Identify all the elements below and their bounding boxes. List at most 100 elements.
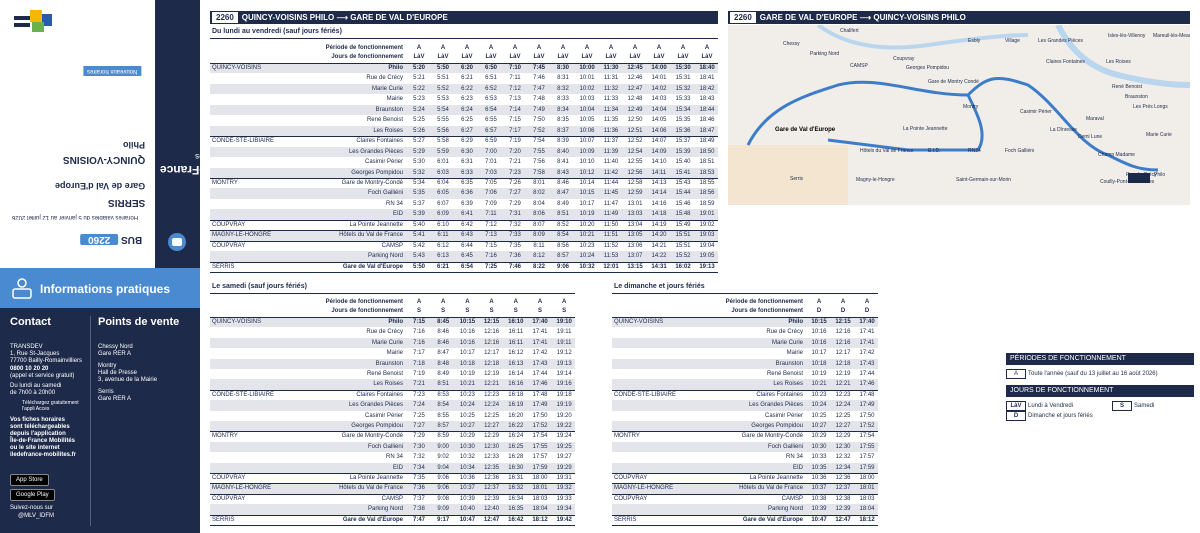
time: 7:35 bbox=[509, 242, 521, 249]
time: 8:33 bbox=[557, 96, 569, 103]
time: 10:19 bbox=[579, 211, 595, 218]
time: 8:51 bbox=[557, 211, 569, 218]
town-rule bbox=[612, 493, 878, 495]
time: 6:09 bbox=[437, 211, 449, 218]
map-label: Foch Galliéni bbox=[1005, 148, 1034, 154]
map-label: Magny-le-Hongre bbox=[856, 177, 895, 183]
time: 10:19 bbox=[811, 371, 827, 377]
time: 10:47 bbox=[811, 516, 827, 523]
row-bg bbox=[210, 400, 575, 411]
time: 19:24 bbox=[556, 433, 572, 440]
stop: Georges Pompidou bbox=[351, 169, 403, 176]
town-rule bbox=[210, 219, 718, 221]
stop: Foch Galliéni bbox=[367, 190, 403, 197]
store: App Store bbox=[10, 474, 49, 486]
stop: Gare de Val d'Europe bbox=[742, 516, 803, 523]
time: 6:11 bbox=[437, 232, 449, 239]
time: 10:17 bbox=[579, 200, 595, 207]
table-title: Du lundi au vendredi (sauf jours fériés) bbox=[212, 28, 342, 35]
cover-stop: Gare de Val d'Europe bbox=[54, 181, 145, 191]
time: 11:30 bbox=[603, 65, 619, 71]
time: 12:25 bbox=[835, 412, 851, 419]
stop: Gare de Val d'Europe bbox=[342, 263, 403, 270]
legend-title: PÉRIODES DE FONCTIONNEMENT bbox=[1006, 353, 1194, 365]
time: 12:19 bbox=[484, 371, 500, 377]
time: 13:05 bbox=[627, 232, 643, 239]
map-label: CAMSP bbox=[850, 63, 868, 69]
time: 18:00 bbox=[859, 475, 875, 481]
day-code: S bbox=[489, 308, 494, 314]
row-bg bbox=[612, 452, 878, 463]
time: 7:46 bbox=[533, 75, 545, 82]
time: 8:47 bbox=[437, 350, 450, 357]
row-bg bbox=[210, 327, 575, 338]
time: 18:01 bbox=[532, 485, 548, 492]
time: 7:48 bbox=[533, 96, 545, 103]
time: 10:27 bbox=[459, 423, 475, 429]
time: 8:41 bbox=[557, 159, 569, 166]
time: 7:49 bbox=[533, 106, 545, 113]
time: 8:54 bbox=[557, 232, 569, 239]
time: 19:29 bbox=[556, 464, 572, 471]
time: 12:17 bbox=[484, 350, 500, 357]
time: 6:27 bbox=[461, 127, 473, 134]
period-code: A bbox=[537, 299, 543, 305]
stop: Philo bbox=[788, 319, 803, 325]
town: QUINCY-VOISINS bbox=[212, 319, 262, 325]
period-code: A bbox=[840, 299, 846, 305]
time: 10:00 bbox=[579, 65, 595, 71]
time: 14:11 bbox=[651, 169, 667, 176]
time: 6:25 bbox=[461, 117, 473, 124]
time: 7:34 bbox=[413, 464, 425, 471]
time: 18:03 bbox=[532, 495, 548, 502]
time: 10:21 bbox=[579, 232, 595, 239]
time: 5:52 bbox=[437, 85, 449, 92]
time: 8:39 bbox=[557, 138, 569, 145]
time: 8:59 bbox=[437, 433, 450, 440]
time: 10:06 bbox=[579, 127, 595, 134]
town: MAGNY-LE-HONGRE bbox=[614, 485, 674, 492]
phone: 0800 10 20 20 bbox=[10, 366, 49, 372]
time: 10:24 bbox=[579, 253, 595, 260]
time: 6:55 bbox=[485, 117, 497, 124]
time: 6:33 bbox=[461, 169, 473, 176]
stop: Casimir Périer bbox=[364, 412, 403, 419]
time: 7:29 bbox=[413, 433, 425, 440]
time: 10:36 bbox=[459, 475, 475, 481]
info-title: Informations pratiques bbox=[40, 282, 171, 296]
time: 10:16 bbox=[459, 339, 475, 346]
row-bg bbox=[612, 493, 878, 505]
time: 12:27 bbox=[484, 423, 500, 429]
town: MONTRY bbox=[212, 179, 238, 186]
time: 18:03 bbox=[859, 495, 875, 502]
stop: La Pointe Jeannette bbox=[749, 475, 803, 481]
town: CONDÉ-STE-LIBIAIRE bbox=[212, 138, 275, 145]
town: COUPVRAY bbox=[614, 495, 648, 502]
map-label: Les Roises bbox=[1106, 59, 1131, 65]
time: 6:39 bbox=[461, 200, 473, 207]
time: 7:13 bbox=[485, 232, 497, 239]
time: 14:13 bbox=[651, 179, 667, 186]
line-number: 2260 bbox=[212, 12, 238, 23]
time: 12:30 bbox=[484, 443, 500, 450]
download: Île-de-France Mobilités bbox=[10, 438, 76, 444]
period-code: A bbox=[584, 45, 590, 51]
time: 7:38 bbox=[413, 506, 425, 513]
period-code: A bbox=[608, 45, 614, 51]
row-bg bbox=[210, 136, 718, 147]
time: 12:19 bbox=[835, 371, 851, 377]
time: 7:09 bbox=[485, 200, 497, 207]
time: 7:19 bbox=[509, 138, 521, 145]
time: 12:59 bbox=[627, 190, 643, 197]
period-code: A bbox=[536, 45, 542, 51]
row-bg bbox=[210, 410, 575, 421]
day-code: LàV bbox=[461, 54, 473, 60]
time: 17:59 bbox=[532, 464, 548, 471]
time: 10:37 bbox=[811, 485, 827, 492]
time: 6:52 bbox=[485, 85, 497, 92]
time: 15:51 bbox=[675, 242, 691, 249]
town-rule bbox=[210, 240, 718, 242]
time: 12:24 bbox=[835, 402, 851, 409]
row-bg bbox=[612, 337, 878, 349]
time: 7:47 bbox=[533, 85, 545, 92]
